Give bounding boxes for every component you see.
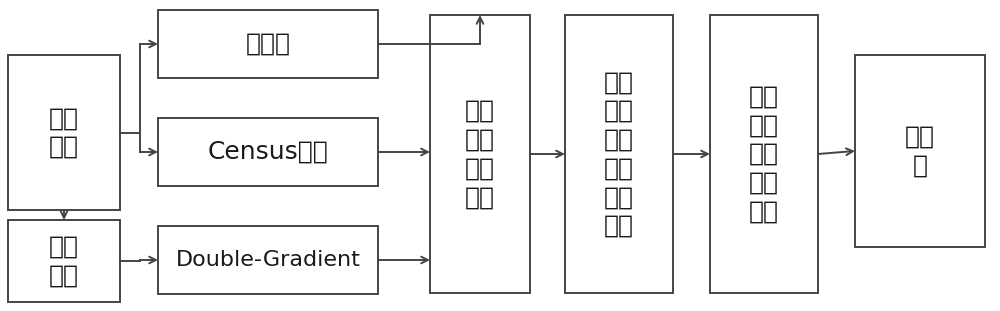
Bar [855,55,985,247]
Text: 基于
最小
生成
树的
代价
聚合: 基于 最小 生成 树的 代价 聚合 [604,70,634,238]
Bar [158,10,378,78]
Bar [158,226,378,294]
Text: Census变换: Census变换 [208,140,328,164]
Text: 颜色差: 颜色差 [246,32,290,56]
Text: 视差
图: 视差 图 [905,125,935,177]
Bar [158,118,378,186]
Bar [565,15,673,293]
Text: 组合
匹配
代价
计算: 组合 匹配 代价 计算 [465,99,495,209]
Text: 输入
图像: 输入 图像 [49,106,79,159]
Bar [430,15,530,293]
Text: 增强
图像: 增强 图像 [49,234,79,287]
Text: 联合
权重
视差
填充
算法: 联合 权重 视差 填充 算法 [749,85,779,224]
Bar [8,220,120,302]
Text: Double-Gradient: Double-Gradient [176,250,360,270]
Bar [710,15,818,293]
Bar [8,55,120,210]
